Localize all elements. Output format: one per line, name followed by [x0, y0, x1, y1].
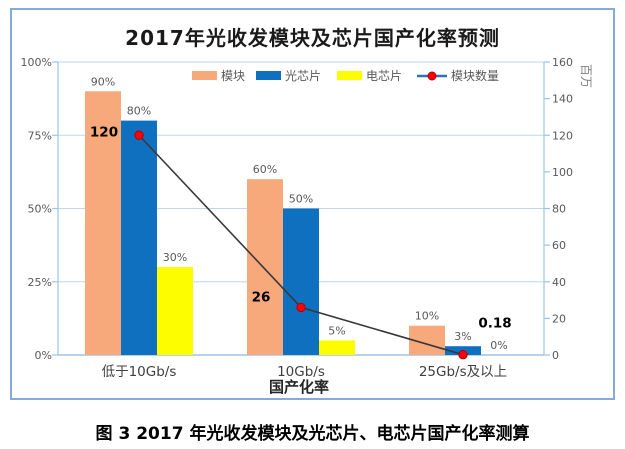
bar-label-series1-cat1: 90% [91, 75, 115, 88]
right-axis-tick-label: 140 [552, 93, 573, 106]
right-axis-tick-label: 40 [552, 276, 566, 289]
line-marker-cat1 [134, 130, 144, 140]
line-marker-cat3 [458, 349, 468, 360]
category-label-2: 10Gb/s [277, 364, 325, 380]
bar-series1-cat1 [85, 91, 121, 356]
bar-label-series3-cat2: 5% [328, 324, 345, 337]
chart-frame: 100% 75% 50% 25% 0% 160 140 120 100 80 60 40 20 0 百万 90… [10, 8, 615, 400]
bar-label-series2-cat1: 80% [127, 105, 151, 118]
bar-label-series3-cat1: 30% [163, 251, 187, 264]
bar-series3-cat1 [157, 267, 193, 355]
left-axis-tick-label: 50% [28, 203, 52, 216]
left-axis-tick-label: 100% [21, 56, 52, 69]
legend-swatch-1 [192, 71, 217, 80]
bar-label-series3-cat3: 0% [490, 339, 507, 352]
bar-label-series1-cat3: 10% [415, 310, 439, 323]
legend-line-marker [427, 71, 437, 81]
line-label-cat3: 0.18 [478, 316, 511, 332]
line-label-cat1: 120 [90, 124, 118, 140]
chart-title: 2017年光收发模块及芯片国产化率预测 [125, 26, 500, 50]
right-axis-tick-label: 0 [552, 349, 559, 362]
x-axis-title: 国产化率 [269, 378, 329, 396]
bar-series3-cat2 [319, 340, 355, 355]
right-axis-unit-label: 百万 [579, 64, 593, 88]
legend-swatch-3 [337, 71, 362, 80]
category-label-3: 25Gb/s及以上 [419, 364, 507, 380]
category-label-1: 低于10Gb/s [102, 364, 177, 380]
legend-label-1: 模块 [221, 69, 245, 83]
left-axis-tick-label: 75% [28, 129, 52, 142]
legend-label-3: 电芯片 [366, 69, 402, 83]
bar-series2-cat1 [121, 120, 157, 355]
legend-label-2: 光芯片 [285, 69, 321, 83]
chart-plot-canvas: 100% 75% 50% 25% 0% 160 140 120 100 80 60 40 20 0 百万 90… [21, 56, 593, 396]
left-axis-tick-label: 25% [28, 276, 52, 289]
bar-series2-cat2 [283, 208, 319, 355]
right-axis-tick-label: 20 [552, 312, 566, 325]
legend-swatch-2 [256, 71, 281, 80]
right-axis-tick-label: 160 [552, 56, 573, 69]
line-marker-cat2 [296, 302, 306, 313]
right-axis-tick-label: 60 [552, 239, 566, 252]
right-axis-tick-label: 120 [552, 129, 573, 142]
left-axis-tick-label: 0% [35, 349, 52, 362]
line-label-cat2: 26 [252, 289, 271, 305]
bar-label-series2-cat2: 50% [289, 193, 313, 206]
bar-label-series2-cat3: 3% [454, 330, 471, 343]
bar-series1-cat2 [247, 179, 283, 355]
legend-label-4: 模块数量 [451, 68, 499, 83]
figure-caption: 图 3 2017 年光收发模块及光芯片、电芯片国产化率测算 [95, 424, 530, 444]
right-axis-tick-label: 100 [552, 166, 573, 179]
right-axis-tick-label: 80 [552, 203, 566, 216]
bar-label-series1-cat2: 60% [253, 163, 277, 176]
